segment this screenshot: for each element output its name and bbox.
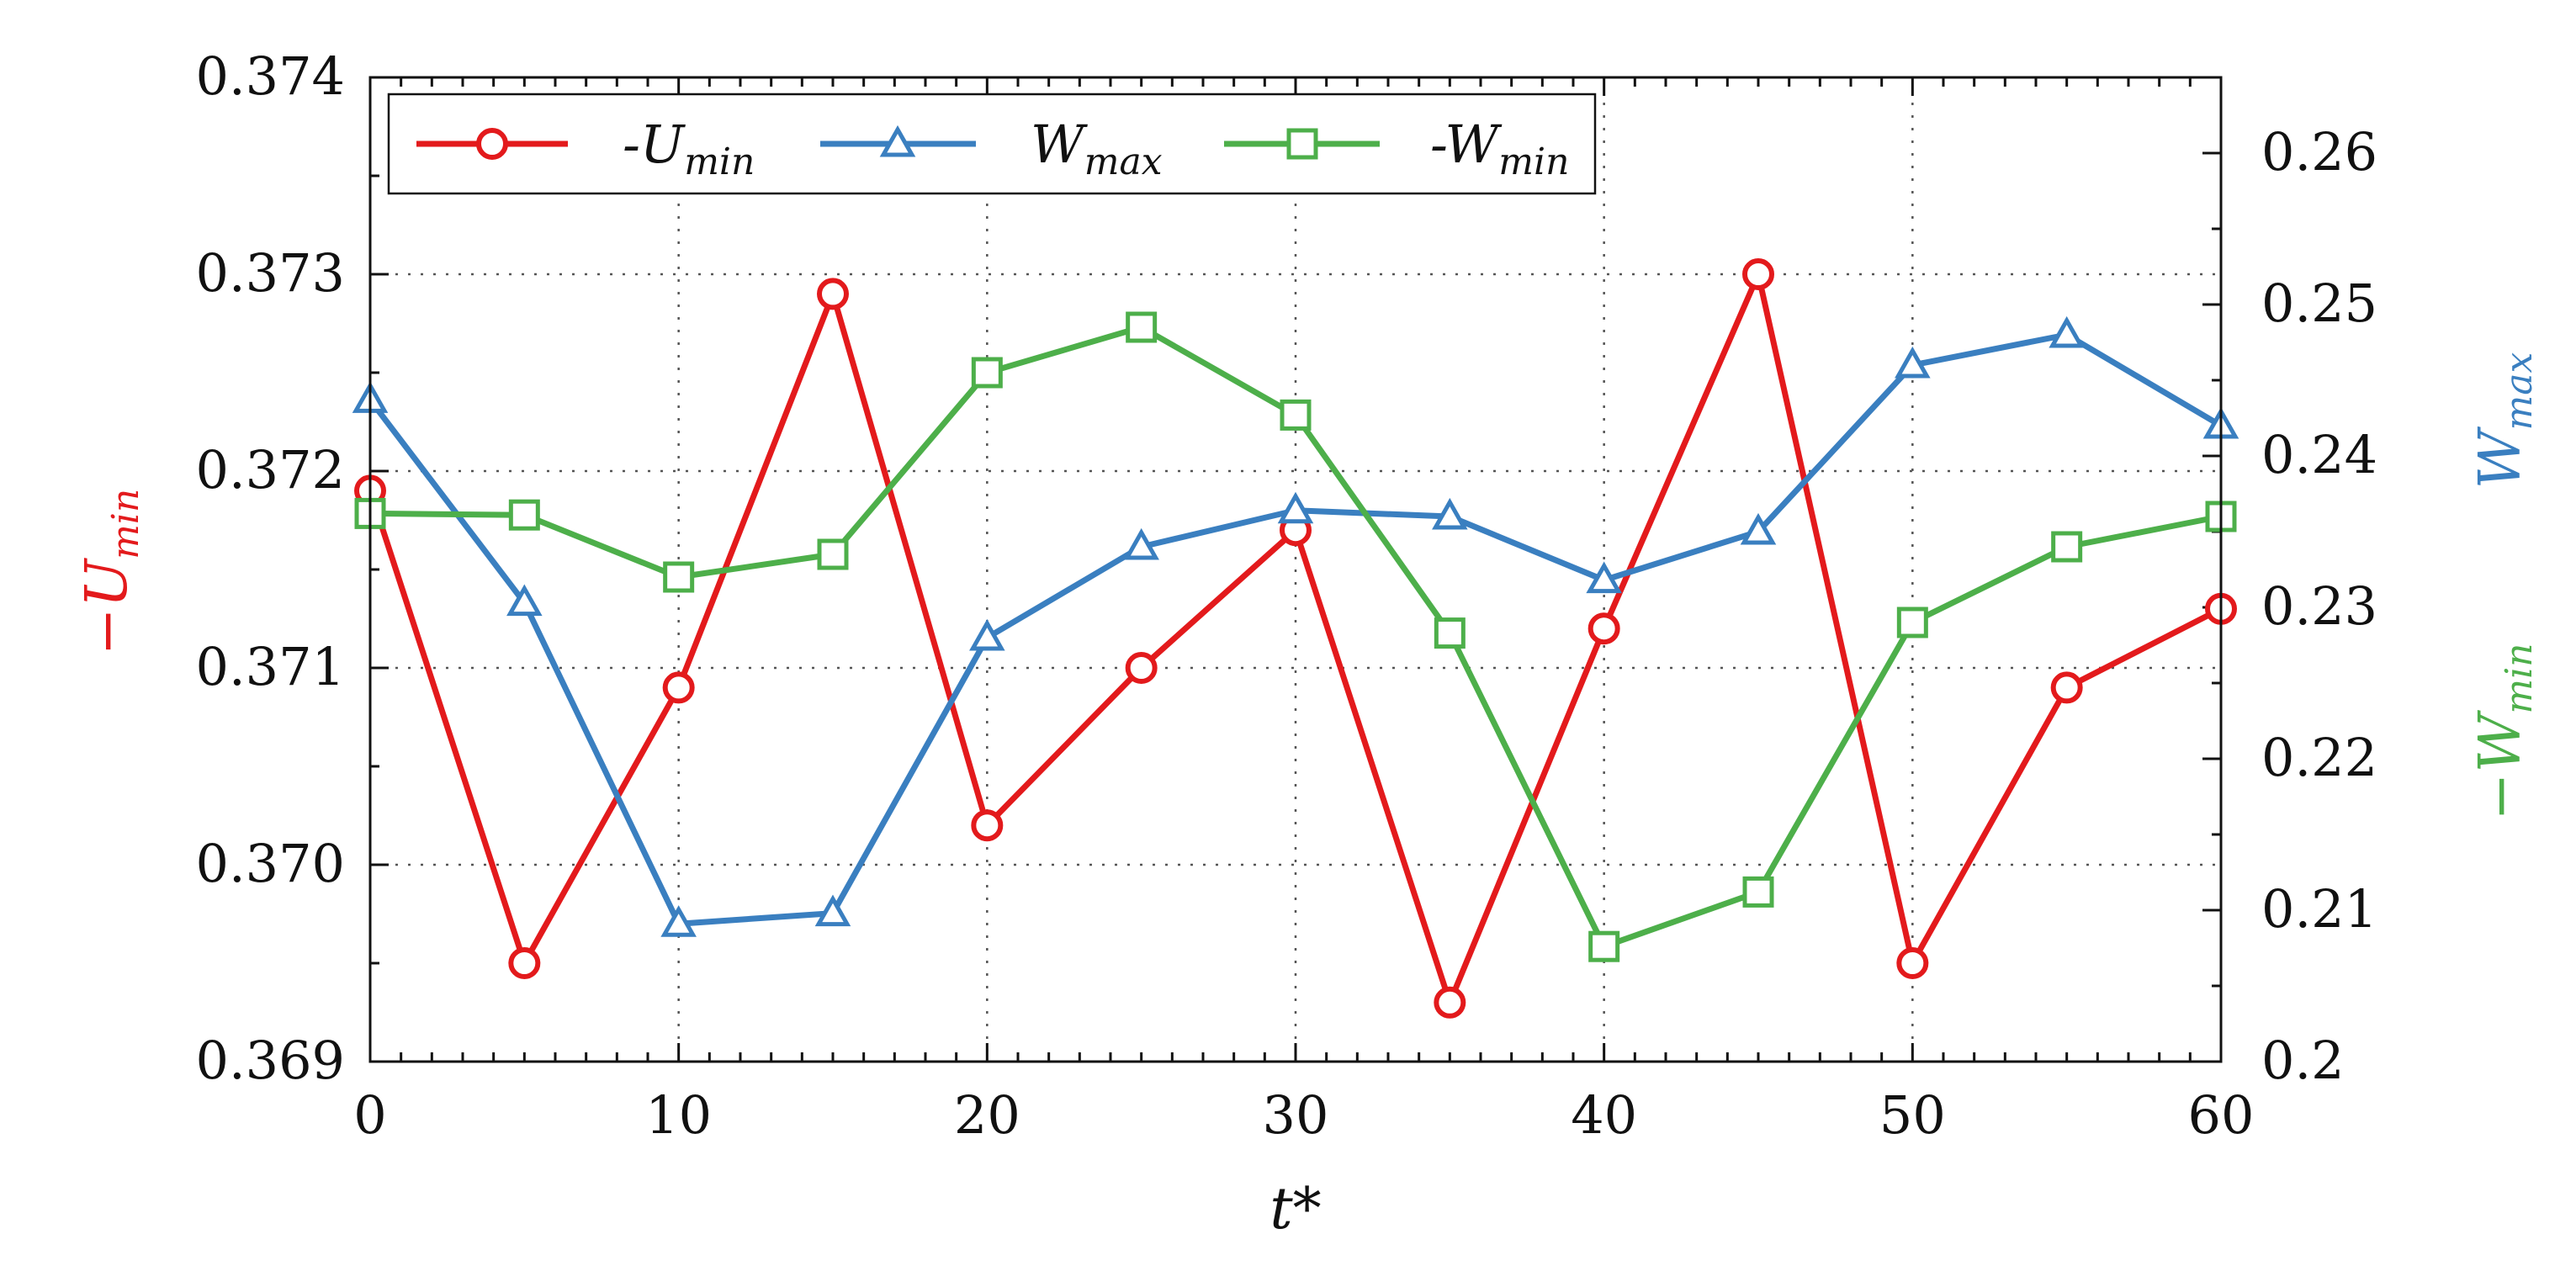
y-right-tick-label: 0.22 [2261, 727, 2377, 788]
y-left-tick-label: 0.373 [196, 242, 346, 304]
data-point-square [1280, 399, 1312, 431]
data-point-circle [2050, 671, 2083, 704]
legend-item-wmax: Wmax [820, 114, 1163, 183]
x-tick-label: 40 [1571, 1084, 1637, 1146]
data-point-circle [1742, 258, 1774, 290]
data-point-circle [971, 809, 1004, 842]
data-point-triangle [1432, 497, 1468, 530]
data-point-triangle [2049, 315, 2085, 348]
grid [370, 77, 2221, 1062]
legend-item-wmin: -Wmin [1224, 114, 1569, 183]
data-point-triangle [660, 905, 697, 937]
y-right-tick-label: 0.23 [2261, 575, 2377, 637]
y-left-tick-label: 0.374 [196, 45, 346, 107]
data-point-triangle [814, 894, 851, 927]
data-point-circle [817, 278, 849, 310]
legend-item-umin: -Umin [416, 114, 755, 183]
legend-label-wmax: Wmax [1031, 114, 1163, 183]
legend-label-umin: -Umin [623, 114, 755, 183]
data-point-square [508, 499, 540, 531]
y-right-top-axis-title: Wmax [2467, 352, 2541, 489]
x-tick-label: 10 [645, 1084, 712, 1146]
x-tick-label: 30 [1263, 1084, 1329, 1146]
data-point-circle [1587, 612, 1620, 645]
y-right-bottom-axis-title: −Wmin [2467, 643, 2541, 820]
y-right-tick-label: 0.24 [2261, 424, 2377, 485]
data-point-square [2051, 531, 2083, 563]
y-right-tick-label: 0.26 [2261, 121, 2377, 183]
x-tick-label: 60 [2188, 1084, 2255, 1146]
legend-square-marker-icon [1286, 128, 1318, 160]
legend: -Umin Wmax -Wmin [387, 93, 1597, 195]
data-point-square [663, 561, 695, 593]
data-point-square [817, 538, 849, 570]
y-left-tick-label: 0.369 [196, 1030, 346, 1091]
data-point-triangle [1277, 491, 1314, 524]
x-tick-label: 20 [954, 1084, 1020, 1146]
data-point-circle [1896, 947, 1929, 979]
legend-triangle-marker-icon [879, 124, 916, 157]
data-point-square [971, 357, 1003, 389]
data-point-triangle [1740, 512, 1777, 545]
plot-frame [368, 76, 2223, 1063]
x-axis-title: t* [1269, 1176, 1321, 1242]
series--Wmin [354, 311, 2237, 962]
data-point-square [1434, 617, 1466, 649]
data-point-square [1896, 607, 1928, 638]
data-point-circle [1434, 986, 1466, 1019]
legend-box [387, 93, 1597, 195]
series-line--Umin [367, 271, 2223, 1006]
data-point-triangle [1895, 346, 1931, 379]
legend-circle-marker-icon [476, 128, 508, 160]
y-right-tick-label: 0.21 [2261, 878, 2377, 940]
y-left-axis-title: −Umin [74, 489, 147, 655]
data-point-square [1742, 876, 1774, 908]
data-point-triangle [1586, 561, 1622, 594]
y-right-tick-label: 0.25 [2261, 273, 2377, 334]
data-point-triangle [1123, 527, 1159, 560]
legend-label-wmin: -Wmin [1430, 114, 1569, 183]
data-point-triangle [506, 584, 543, 617]
x-tick-label: 0 [353, 1084, 386, 1146]
data-point-circle [508, 947, 541, 979]
x-tick-label: 50 [1879, 1084, 1946, 1146]
series--Umin [354, 258, 2237, 1019]
tick-labels: 0 10 20 30 40 50 60 0.369 0.370 0.371 0.372 0.373 0.… [196, 45, 2378, 1146]
data-point-circle [1125, 652, 1158, 684]
data-point-circle [662, 671, 695, 704]
data-point-square [1588, 930, 1620, 962]
series [352, 258, 2239, 1019]
y-left-tick-label: 0.372 [196, 439, 346, 501]
data-point-square [1126, 311, 1158, 343]
y-left-tick-label: 0.370 [196, 833, 346, 894]
y-left-tick-label: 0.371 [196, 636, 346, 697]
data-point-triangle [969, 618, 1005, 651]
y-right-tick-label: 0.2 [2261, 1030, 2345, 1091]
